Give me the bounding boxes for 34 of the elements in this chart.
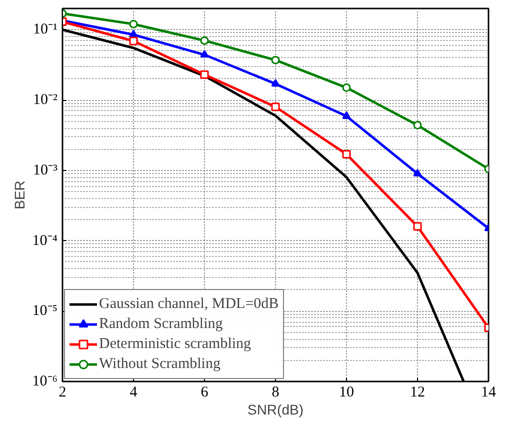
point: [271, 79, 280, 87]
y-tick-label: 10⁻²: [33, 92, 58, 108]
point: [342, 111, 351, 119]
point: [413, 222, 422, 231]
x-tick-label: 10: [339, 384, 354, 400]
x-tick-label: 4: [130, 384, 138, 400]
legend-label: Gaussian channel, MDL=0dB: [99, 296, 279, 312]
x-axis-title: SNR(dB): [247, 402, 304, 418]
x-tick-label: 6: [200, 384, 209, 400]
legend-label: Random Scrambling: [99, 316, 223, 332]
legend-label: Without Scrambling: [99, 356, 220, 372]
point: [129, 36, 138, 46]
point: [200, 50, 209, 58]
point: [200, 36, 209, 45]
y-tick-label: 10⁻⁶: [32, 374, 58, 390]
point: [200, 70, 209, 79]
legend-label: Deterministic scrambling: [99, 336, 252, 352]
point: [342, 83, 351, 92]
y-axis-title: BER: [11, 180, 28, 210]
point: [129, 20, 138, 28]
point: [413, 120, 422, 130]
y-tick-label: 10⁻⁴: [32, 232, 58, 249]
y-tick-label: 10⁻¹: [33, 22, 58, 38]
x-tick-label: 12: [410, 384, 425, 400]
point: [271, 102, 280, 112]
point: [342, 150, 351, 158]
x-tick-label: 8: [272, 384, 280, 400]
x-tick-label: 14: [481, 384, 496, 400]
point: [271, 56, 280, 64]
x-tick-label: 2: [58, 384, 66, 400]
y-tick-label: 10⁻³: [33, 162, 58, 178]
y-tick-label: 10⁻⁵: [32, 303, 58, 320]
point: [413, 168, 422, 176]
point: [129, 30, 138, 38]
